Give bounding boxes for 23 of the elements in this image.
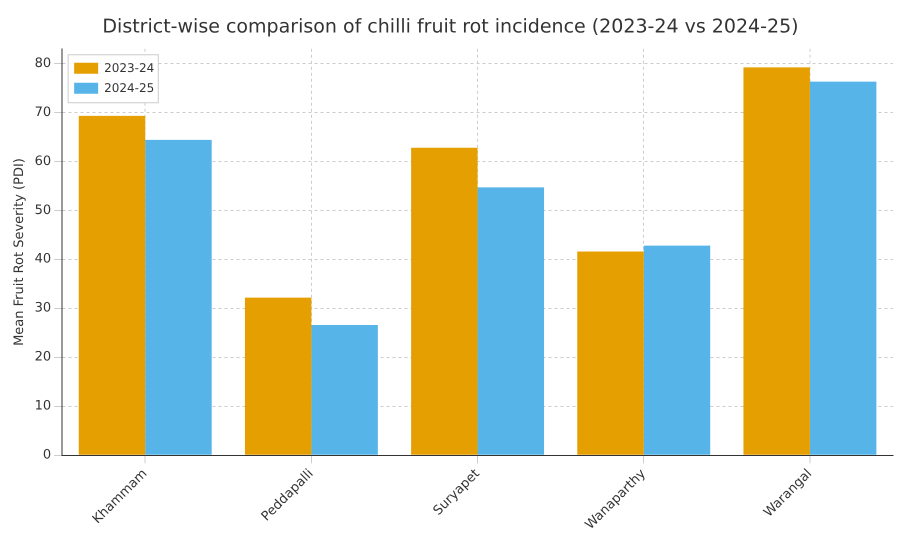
y-tick-label: 70 bbox=[34, 104, 52, 120]
y-tick-label: 0 bbox=[42, 448, 52, 463]
y-tick-label: 10 bbox=[34, 398, 52, 414]
y-axis-title: Mean Fruit Rot Severity (PDI) bbox=[12, 158, 28, 346]
y-tick-label: 60 bbox=[34, 154, 52, 169]
legend-label: 2023-24 bbox=[104, 60, 154, 75]
bar bbox=[411, 148, 478, 455]
bar bbox=[145, 140, 212, 455]
bar bbox=[78, 116, 146, 455]
y-tick-label: 40 bbox=[34, 252, 52, 267]
bar bbox=[478, 187, 544, 455]
y-tick-label: 50 bbox=[34, 202, 52, 218]
bar bbox=[644, 246, 710, 455]
y-tick-label: 30 bbox=[34, 300, 52, 316]
y-tick-label: 80 bbox=[34, 56, 52, 71]
bar bbox=[810, 82, 876, 455]
bar bbox=[743, 67, 810, 455]
chart-title: District-wise comparison of chilli fruit rot incidence (2023-24 vs 2024-25) bbox=[102, 15, 799, 38]
bar bbox=[311, 324, 378, 455]
bar bbox=[244, 298, 312, 455]
y-tick-label: 20 bbox=[34, 350, 52, 365]
bar bbox=[577, 252, 644, 455]
legend-label: 2024-25 bbox=[104, 80, 154, 95]
